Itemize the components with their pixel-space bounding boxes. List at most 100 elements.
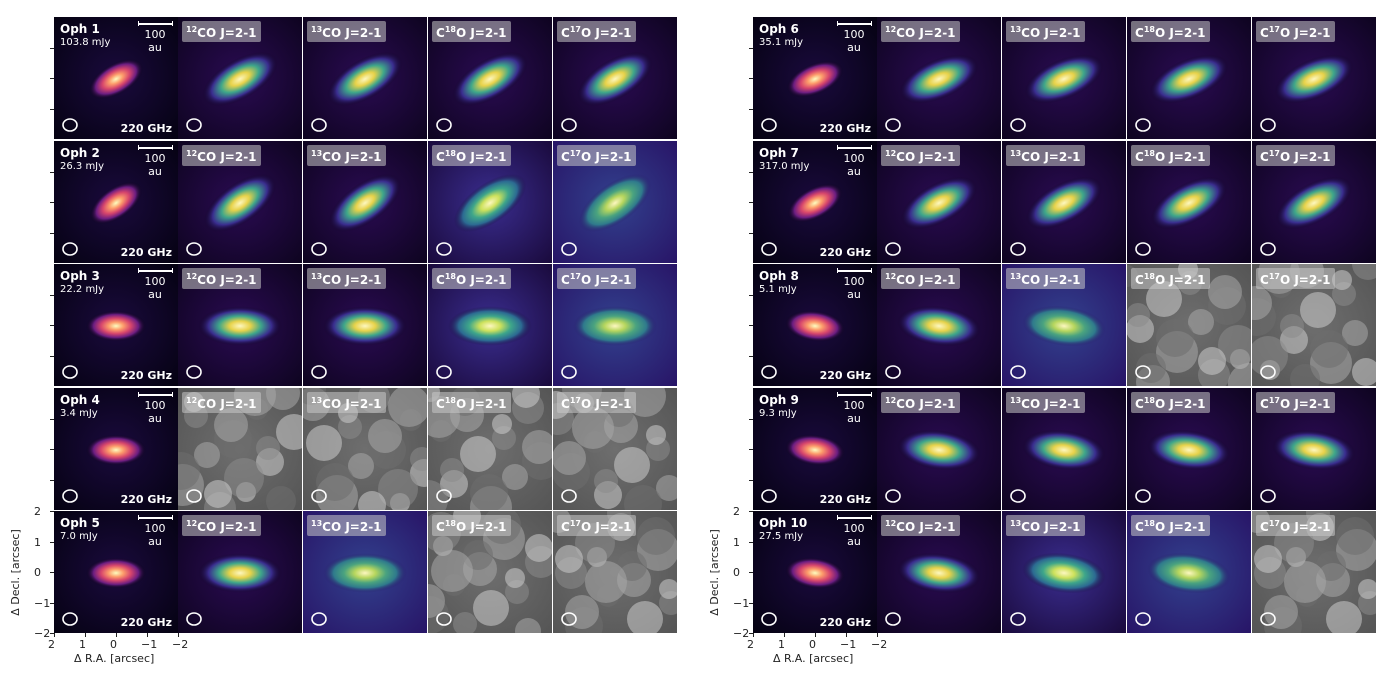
beam-ellipse <box>186 242 202 256</box>
y-tick-label: 2 <box>34 505 41 518</box>
y-tick-label: −1 <box>34 596 51 610</box>
x-tick-mark <box>85 633 86 637</box>
line-name: CO J=2-1 <box>322 26 382 40</box>
map-image <box>1252 511 1376 633</box>
source-label: Oph 2 26.3 mJy <box>60 146 104 174</box>
line-isotope: 17 <box>569 396 581 405</box>
line-label: C17O J=2-1 <box>557 268 636 289</box>
beam-ellipse <box>436 612 452 626</box>
line-map: C18O J=2-1 <box>1127 17 1251 139</box>
line-prefix: C <box>1260 520 1269 534</box>
line-map: 13CO J=2-1 <box>1002 264 1126 386</box>
line-map: C18O J=2-1 <box>1127 264 1251 386</box>
line-name: CO J=2-1 <box>322 150 382 164</box>
line-label: 13CO J=2-1 <box>307 392 386 413</box>
x-tick-mark <box>846 633 847 637</box>
x-tick-label: 0 <box>809 638 816 651</box>
y-tick-mark <box>749 511 753 512</box>
continuum-map: Oph 9 9.3 mJy 100 au 220 GHz <box>753 388 877 510</box>
y-tick-label: 0 <box>34 566 41 579</box>
beam-ellipse <box>561 242 577 256</box>
scale-bar-label: 100 au <box>144 152 166 178</box>
x-tick-mark <box>877 633 878 637</box>
line-name: O J=2-1 <box>580 150 632 164</box>
x-tick-mark <box>753 633 754 637</box>
source-flux: 5.1 mJy <box>759 284 797 295</box>
line-map: C18O J=2-1 <box>428 17 552 139</box>
source-name: Oph 7 <box>759 146 799 160</box>
line-label: 12CO J=2-1 <box>182 515 261 536</box>
line-isotope: 18 <box>1143 519 1155 528</box>
source-flux: 22.2 mJy <box>60 284 105 295</box>
line-name: CO J=2-1 <box>896 273 956 287</box>
line-name: O J=2-1 <box>1154 273 1206 287</box>
y-tick-mark <box>50 572 54 573</box>
line-prefix: C <box>1260 273 1269 287</box>
scale-bar-label: 100 au <box>843 399 865 425</box>
map-image <box>753 17 877 139</box>
x-tick-label: −1 <box>141 638 158 651</box>
line-isotope: 13 <box>1010 149 1022 158</box>
line-map: C17O J=2-1 <box>553 511 677 633</box>
continuum-map: Oph 8 5.1 mJy 100 au 220 GHz <box>753 264 877 386</box>
y-tick-label: −2 <box>34 627 51 640</box>
x-tick-label: 0 <box>110 638 117 651</box>
line-name: CO J=2-1 <box>1021 150 1081 164</box>
y-tick-mark <box>749 202 753 203</box>
line-isotope: 17 <box>569 519 581 528</box>
line-map: 12CO J=2-1 <box>877 511 1001 633</box>
source-flux: 317.0 mJy <box>759 161 810 172</box>
source-flux: 103.8 mJy <box>60 37 111 48</box>
beam-ellipse <box>885 118 901 132</box>
line-isotope: 18 <box>1143 272 1155 281</box>
line-label: C17O J=2-1 <box>1256 392 1335 413</box>
beam-ellipse <box>1260 365 1276 379</box>
line-isotope: 18 <box>444 519 456 528</box>
y-tick-mark <box>50 418 54 420</box>
line-label: 13CO J=2-1 <box>1006 515 1085 536</box>
y-tick-label: 1 <box>34 535 41 549</box>
line-map: 12CO J=2-1 <box>877 388 1001 510</box>
beam-ellipse <box>186 118 202 132</box>
line-label: 12CO J=2-1 <box>881 21 960 42</box>
y-tick-mark <box>749 47 753 49</box>
source-flux: 3.4 mJy <box>60 408 98 419</box>
line-prefix: C <box>436 520 445 534</box>
beam-ellipse <box>436 489 452 503</box>
line-name: O J=2-1 <box>455 520 507 534</box>
line-isotope: 13 <box>1010 396 1022 405</box>
line-name: CO J=2-1 <box>197 397 257 411</box>
line-map: 13CO J=2-1 <box>303 388 427 510</box>
line-label: 13CO J=2-1 <box>307 515 386 536</box>
beam-ellipse <box>1135 612 1151 626</box>
line-prefix: C <box>436 26 445 40</box>
x-tick-label: −1 <box>840 638 857 651</box>
line-isotope: 12 <box>885 272 897 281</box>
x-tick-mark <box>147 633 148 637</box>
y-tick-mark <box>749 418 753 420</box>
map-image <box>753 511 877 633</box>
y-tick-mark <box>50 47 54 49</box>
continuum-map: Oph 5 7.0 mJy 100 au 220 GHz <box>54 511 178 633</box>
line-label: C17O J=2-1 <box>1256 145 1335 166</box>
source-label: Oph 7 317.0 mJy <box>759 146 809 174</box>
line-map: 13CO J=2-1 <box>1002 511 1126 633</box>
line-label: 12CO J=2-1 <box>881 515 960 536</box>
map-image <box>753 388 877 510</box>
line-map: 13CO J=2-1 <box>303 264 427 386</box>
beam-ellipse <box>311 365 327 379</box>
line-name: O J=2-1 <box>580 397 632 411</box>
map-image <box>54 17 178 139</box>
line-name: CO J=2-1 <box>322 520 382 534</box>
line-isotope: 13 <box>1010 272 1022 281</box>
line-name: CO J=2-1 <box>1021 520 1081 534</box>
y-tick-mark <box>50 511 54 512</box>
beam-ellipse <box>761 612 777 626</box>
x-tick-label: 2 <box>747 638 754 651</box>
line-label: 12CO J=2-1 <box>182 268 261 289</box>
source-label: Oph 1 103.8 mJy <box>60 22 110 50</box>
line-map: C17O J=2-1 <box>553 17 677 139</box>
beam-ellipse <box>885 612 901 626</box>
line-label: C17O J=2-1 <box>557 515 636 536</box>
scale-bar-label: 100 au <box>843 28 865 54</box>
